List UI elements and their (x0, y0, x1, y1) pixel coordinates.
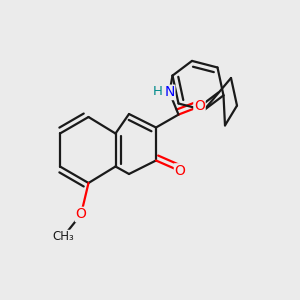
Text: H: H (153, 85, 162, 98)
Text: O: O (76, 208, 86, 221)
Text: O: O (175, 164, 185, 178)
Text: CH₃: CH₃ (52, 230, 74, 244)
Text: N: N (164, 85, 175, 99)
Text: O: O (194, 100, 205, 113)
